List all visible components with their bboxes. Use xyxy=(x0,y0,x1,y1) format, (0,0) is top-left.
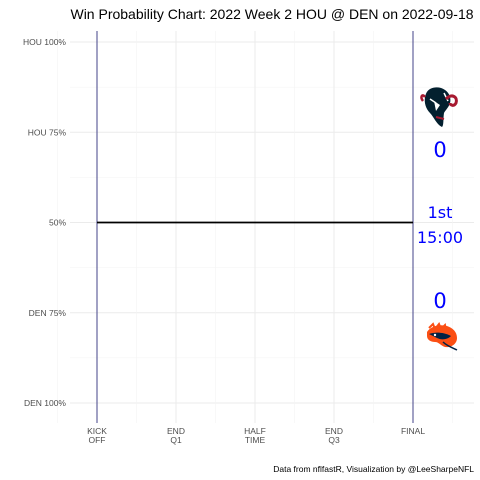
x-tick-label: END Q3 xyxy=(325,426,343,445)
x-tick-label: HALF TIME xyxy=(244,426,266,445)
x-tick-label: END Q1 xyxy=(167,426,185,445)
game-clock: 15:00 xyxy=(417,228,463,247)
gridlines xyxy=(57,31,474,423)
hou-logo-icon xyxy=(420,87,458,128)
x-axis-ticks: KICK OFF END Q1 HALF TIME END Q3 FINAL xyxy=(87,426,425,445)
y-tick-label: 50% xyxy=(49,218,66,228)
game-quarter: 1st xyxy=(428,203,453,222)
chart-caption: Data from nflfastR, Visualization by @Le… xyxy=(273,464,474,474)
game-boundary-lines xyxy=(96,31,414,423)
chart-title: Win Probability Chart: 2022 Week 2 HOU @… xyxy=(70,6,473,22)
y-tick-label: HOU 100% xyxy=(23,37,66,47)
y-tick-label: DEN 75% xyxy=(29,308,67,318)
den-logo-icon xyxy=(427,322,458,351)
x-tick-label: FINAL xyxy=(401,426,425,436)
den-score: 0 xyxy=(433,289,446,313)
y-axis-ticks: HOU 100% HOU 75% 50% DEN 75% DEN 100% xyxy=(23,37,66,408)
y-tick-label: DEN 100% xyxy=(24,398,66,408)
y-tick-label: HOU 75% xyxy=(28,127,67,137)
hou-score: 0 xyxy=(433,138,446,162)
x-tick-label: KICK OFF xyxy=(87,426,107,445)
